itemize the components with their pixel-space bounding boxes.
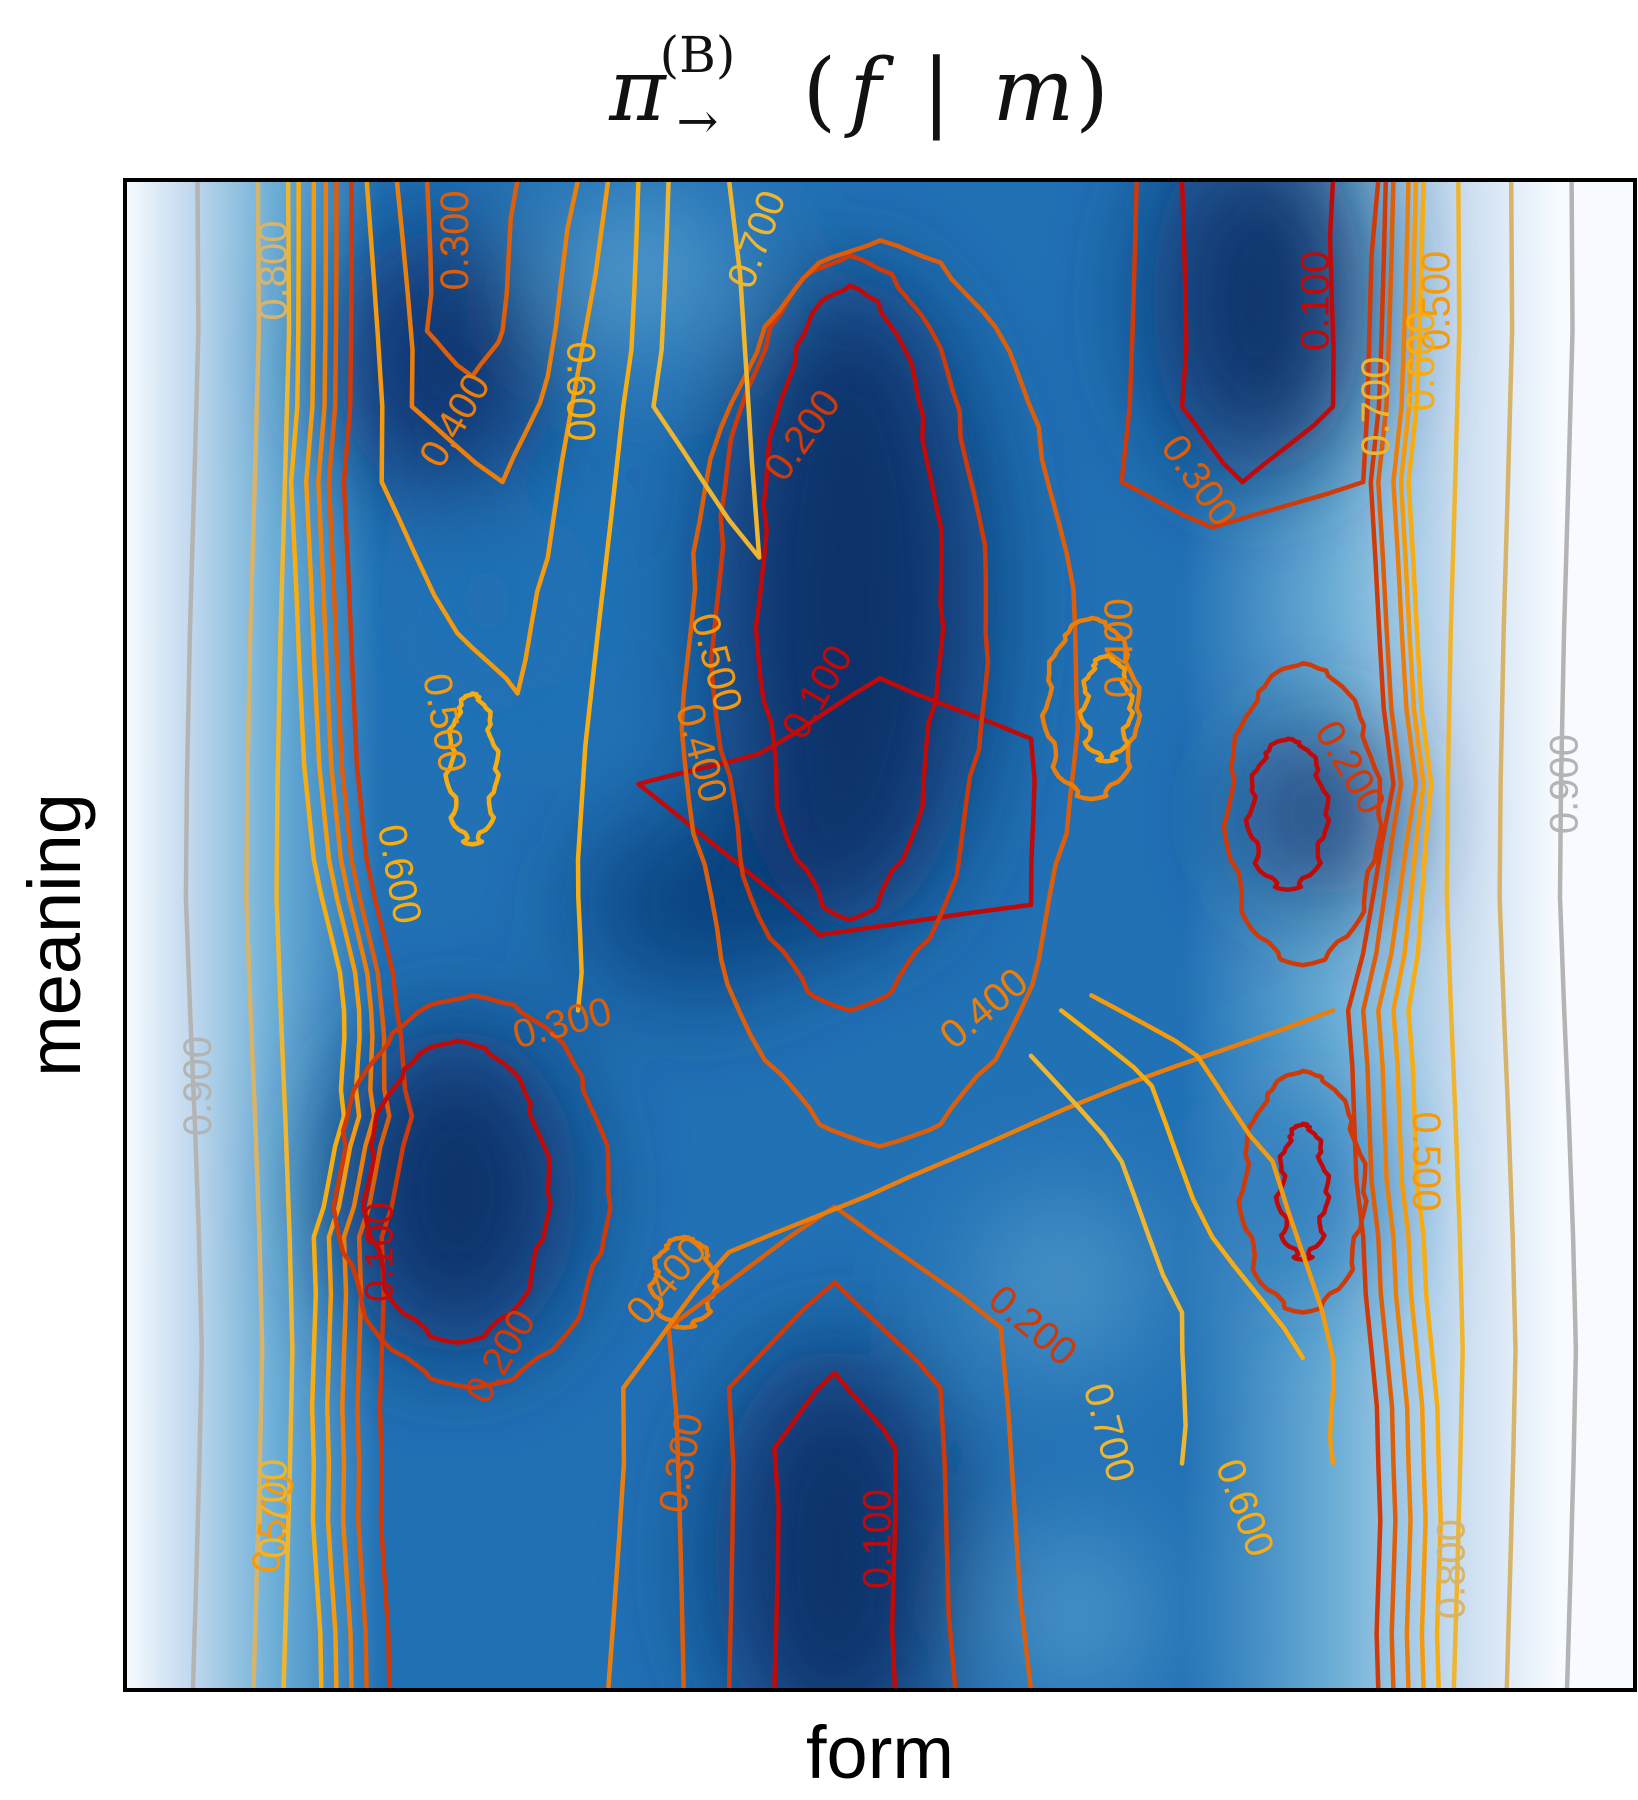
contour-0.3 (424, 180, 520, 379)
contour-0.1 (753, 283, 946, 923)
contour-0.2 (1221, 660, 1384, 968)
density-blob (547, 195, 730, 347)
density-blob (411, 512, 563, 694)
contour-0.2 (341, 180, 415, 1690)
contour-0.2 (331, 993, 613, 1391)
contour-0.5 (1391, 180, 1428, 1690)
contour-0.7 (1444, 180, 1465, 1690)
contour-0.6 (1058, 1008, 1306, 1361)
y-axis-label: meaning (13, 793, 96, 1077)
contour-0.2 (726, 1280, 958, 1690)
contour-0.3 (679, 238, 1081, 1149)
title-open-paren: ( (803, 41, 837, 141)
contour-0.5 (303, 180, 362, 1690)
contour-0.6 (1406, 180, 1443, 1690)
contour-0.3 (326, 180, 392, 1690)
contour-0.6 (288, 180, 347, 1690)
contour-0.1 (1243, 736, 1332, 892)
contour-label: 0.700 (252, 1459, 296, 1559)
contour-0.7 (274, 180, 295, 1690)
title-superscript: (B) (660, 26, 736, 84)
contour-label: 0.100 (856, 1489, 900, 1589)
contour-0.6 (443, 691, 501, 847)
density-blob (1227, 1086, 1379, 1298)
heatmap-density-blobs (336, 180, 1394, 1690)
contour-0.7 (1028, 1053, 1188, 1466)
contour-label: 0.300 (433, 190, 477, 290)
title-subscript: → (677, 92, 719, 150)
contour-0.1 (361, 1038, 553, 1345)
contour-label: 0.400 (1097, 598, 1141, 698)
plot-area: 0.1000.1000.1000.1000.2000.2000.2000.200… (125, 180, 1635, 1690)
contour-label: 0.100 (1293, 251, 1337, 351)
title-bar: | (922, 41, 978, 141)
plot-frame (123, 178, 1637, 1692)
contour-label: 0.600 (1399, 311, 1443, 411)
contour-label: 0.600 (558, 341, 602, 441)
contour-0.9 (1557, 180, 1579, 1690)
contour-0.1 (772, 1370, 898, 1690)
contour-0.8 (244, 180, 265, 1690)
title-close-paren: ) (1075, 41, 1109, 141)
title-f: f (844, 41, 895, 141)
contour-0.5 (364, 180, 611, 696)
density-blob (1151, 180, 1364, 482)
chart-title: π (B) → ( f | m ) (608, 26, 1109, 150)
contour-0.4 (1039, 615, 1143, 802)
density-blob (336, 225, 548, 498)
contour-0.4 (1376, 180, 1419, 1690)
contour-0.9 (183, 180, 205, 1690)
contour-label: 0.900 (1543, 734, 1587, 834)
contour-lines (183, 180, 1579, 1690)
contour-0.1 (1179, 180, 1336, 485)
contour-0.5 (1089, 993, 1336, 1466)
density-blob (713, 1342, 956, 1690)
contour-0.8 (1497, 180, 1518, 1690)
contour-0.4 (394, 180, 581, 485)
contour-label: 0.500 (1404, 1111, 1448, 1211)
title-m: m (993, 41, 1075, 141)
density-blob (713, 270, 986, 935)
contour-0.6 (575, 180, 641, 1013)
contour-0.7 (651, 180, 762, 560)
contour-label: 0.800 (1429, 1519, 1473, 1619)
contour-0.3 (1360, 180, 1404, 1690)
density-blob (1000, 1523, 1152, 1690)
contour-label: 0.800 (252, 221, 296, 321)
contour-label: 0.900 (176, 1036, 220, 1136)
density-blob (970, 1191, 1152, 1373)
contour-0.2 (1345, 180, 1396, 1690)
contour-0.5 (1077, 653, 1136, 764)
contour-label: 0.700 (1354, 356, 1398, 456)
contour-0.2 (1236, 1068, 1369, 1315)
contour-label: 0.500 (1414, 251, 1458, 351)
density-blob (578, 814, 820, 996)
contour-0.4 (647, 1234, 720, 1330)
contour-0.2 (708, 253, 991, 1013)
x-axis-label: form (806, 1711, 954, 1794)
density-blob (336, 1025, 578, 1358)
contour-0.2 (1119, 180, 1381, 530)
contour-0.4 (605, 1008, 1336, 1690)
contour-label: 0.100 (357, 1202, 401, 1302)
title-pi: π (608, 41, 667, 141)
contour-0.1 (636, 676, 1037, 938)
density-blob (1242, 723, 1394, 905)
